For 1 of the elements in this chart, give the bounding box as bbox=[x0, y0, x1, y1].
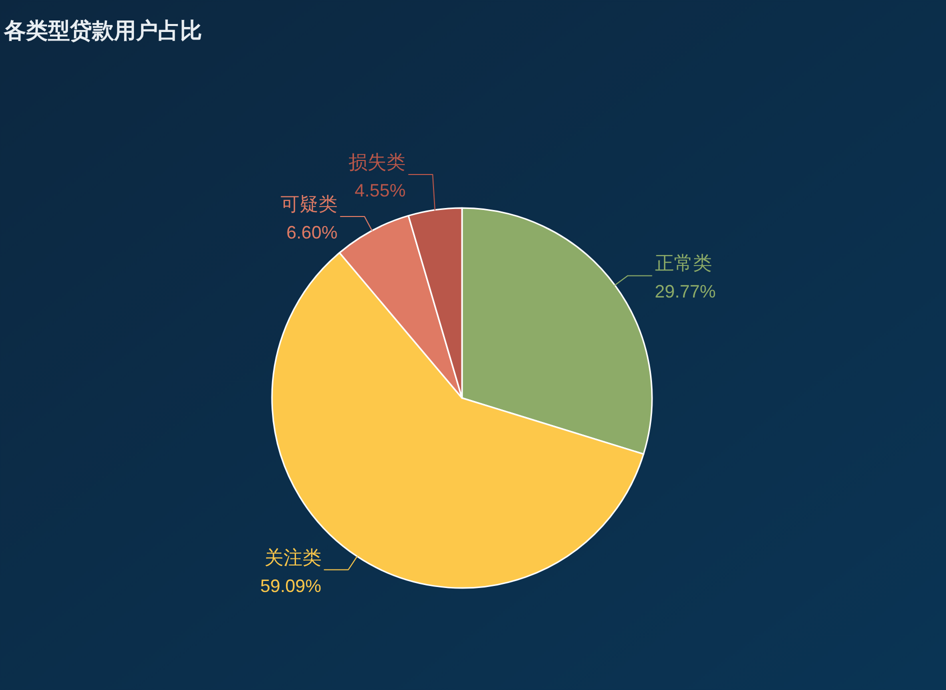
title: 各类型贷款用户占比 bbox=[4, 18, 202, 43]
